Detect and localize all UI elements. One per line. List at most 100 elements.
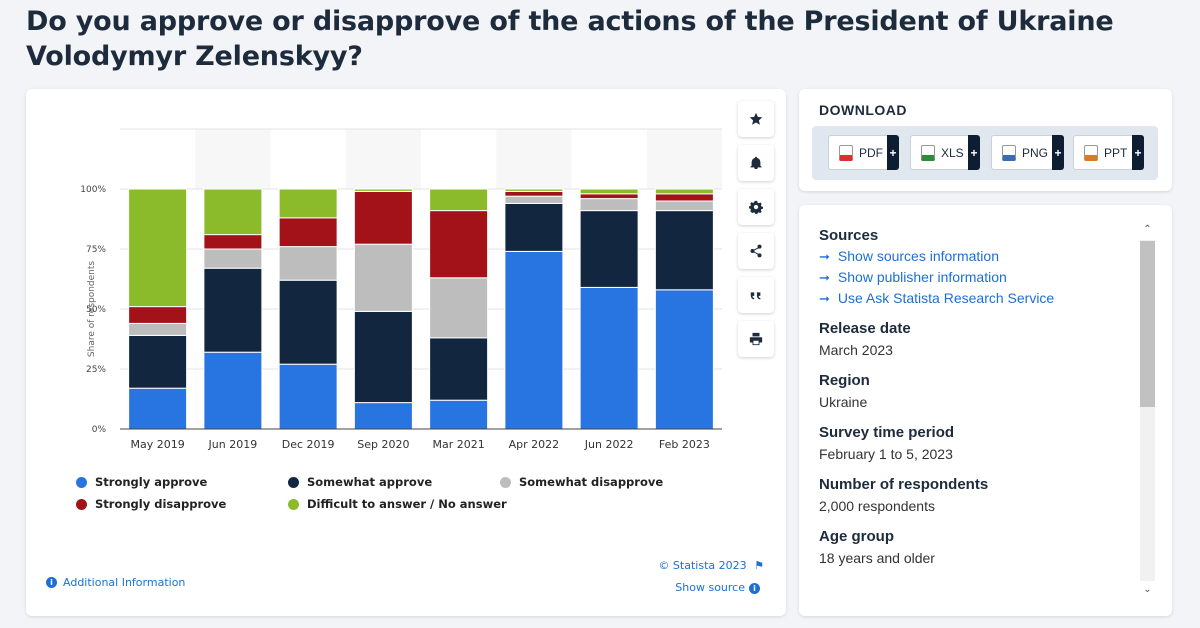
bar-segment xyxy=(429,337,489,401)
download-xls-button[interactable]: XLS + xyxy=(910,135,980,170)
bar-segment xyxy=(579,193,639,200)
print-icon[interactable] xyxy=(738,321,774,357)
y-tick-label: 100% xyxy=(80,185,106,195)
gear-icon[interactable] xyxy=(738,189,774,225)
bar-segment xyxy=(504,195,564,204)
age-group-title: Age group xyxy=(819,528,894,545)
x-tick-label: Apr 2022 xyxy=(509,438,560,451)
show-publisher-link[interactable]: ➞ Show publisher information xyxy=(819,267,1139,288)
bar-segment xyxy=(203,267,263,353)
legend-item[interactable]: Strongly disapprove xyxy=(76,497,226,511)
region-section: Region Ukraine xyxy=(819,371,1139,413)
info-icon: i xyxy=(749,582,760,594)
y-tick-label: 25% xyxy=(86,365,106,375)
bar-segment xyxy=(203,351,263,430)
show-source-link[interactable]: Show source i xyxy=(658,577,764,599)
show-sources-link[interactable]: ➞ Show sources information xyxy=(819,246,1139,267)
download-ppt-button[interactable]: PPT + xyxy=(1073,135,1144,170)
x-tick-label: Mar 2021 xyxy=(433,438,485,451)
bar-segment xyxy=(654,210,714,291)
bar-segment xyxy=(128,306,188,324)
stacked-bar-chart: 0% 25% 50% 75% 100% Share of respondents May 2… xyxy=(80,128,722,451)
column-shade xyxy=(646,129,722,189)
bell-icon[interactable] xyxy=(738,145,774,181)
age-group-value: 18 years and older xyxy=(819,550,935,566)
bar-segment xyxy=(128,188,188,308)
legend-item[interactable]: Difficult to answer / No answer xyxy=(288,497,507,511)
legend-item[interactable]: Strongly approve xyxy=(76,475,207,489)
share-icon[interactable] xyxy=(738,233,774,269)
bar-segment xyxy=(278,217,338,248)
legend-swatch xyxy=(500,476,511,488)
pdf-file-icon xyxy=(839,144,853,161)
xls-file-icon xyxy=(921,144,935,161)
bar-segment xyxy=(203,248,263,269)
legend-item[interactable]: Somewhat approve xyxy=(288,475,432,489)
info-panel: Sources ➞ Show sources information ➞ Show … xyxy=(799,205,1172,616)
y-tick-label: 50% xyxy=(86,305,106,315)
scroll-thumb[interactable] xyxy=(1140,241,1155,407)
legend-swatch xyxy=(288,498,299,510)
x-tick-label: Sep 2020 xyxy=(357,438,409,451)
plus-icon: + xyxy=(1052,135,1064,170)
info-content: Sources ➞ Show sources information ➞ Show … xyxy=(819,226,1139,579)
additional-information-link[interactable]: i Additional Information xyxy=(46,576,185,589)
bar-segment xyxy=(353,310,413,404)
flag-icon[interactable]: ⚑ xyxy=(754,559,764,572)
star-icon[interactable] xyxy=(738,101,774,137)
region-title: Region xyxy=(819,372,870,389)
download-pdf-button[interactable]: PDF + xyxy=(828,135,899,170)
y-axis-title: Share of respondents xyxy=(87,261,97,358)
bar-segment xyxy=(579,198,639,212)
bar-segment xyxy=(429,399,489,430)
survey-period-section: Survey time period February 1 to 5, 2023 xyxy=(819,423,1139,465)
bar-segment xyxy=(353,188,413,192)
bar-segment xyxy=(278,363,338,430)
plus-icon: + xyxy=(1132,135,1144,170)
respondents-section: Number of respondents 2,000 respondents xyxy=(819,475,1139,517)
scroll-up-icon[interactable]: ⌃ xyxy=(1143,224,1152,235)
copyright-text: © Statista 2023 xyxy=(658,559,747,572)
bar-segment xyxy=(504,202,564,252)
ask-statista-link[interactable]: ➞ Use Ask Statista Research Service xyxy=(819,288,1139,309)
bar-segment xyxy=(278,279,338,365)
legend-label: Somewhat disapprove xyxy=(519,475,664,489)
bar-segment xyxy=(654,289,714,430)
info-scrollbar[interactable]: ⌃ ⌄ xyxy=(1138,223,1155,598)
scroll-down-icon[interactable]: ⌄ xyxy=(1143,584,1152,595)
arrow-right-icon: ➞ xyxy=(819,291,830,306)
legend-swatch xyxy=(76,498,87,510)
bar-segment xyxy=(504,188,564,192)
column-shade xyxy=(345,129,421,189)
arrow-right-icon: ➞ xyxy=(819,270,830,285)
x-tick-label: Jun 2022 xyxy=(584,438,634,451)
bar-segment xyxy=(429,188,489,212)
bar-segment xyxy=(128,387,188,430)
region-value: Ukraine xyxy=(819,394,868,410)
release-date-title: Release date xyxy=(819,320,911,337)
legend-label: Difficult to answer / No answer xyxy=(307,497,507,511)
legend-swatch xyxy=(288,476,299,488)
survey-period-title: Survey time period xyxy=(819,424,955,441)
y-tick-label: 0% xyxy=(92,425,107,435)
bar-segment xyxy=(128,334,188,389)
quote-icon[interactable] xyxy=(738,277,774,313)
download-png-button[interactable]: PNG + xyxy=(991,135,1064,170)
chart-card: 0% 25% 50% 75% 100% Share of respondents May 2… xyxy=(26,89,786,616)
bar-segment xyxy=(504,250,564,430)
bar-segment xyxy=(429,277,489,339)
legend-item[interactable]: Somewhat disapprove xyxy=(500,475,663,489)
download-panel: DOWNLOAD PDF + XLS + PNG + PPT + xyxy=(799,89,1172,191)
bar-segment xyxy=(579,286,639,430)
x-tick-label: Jun 2019 xyxy=(208,438,258,451)
y-tick-label: 75% xyxy=(86,245,106,255)
column-shade xyxy=(496,129,572,189)
chart-toolbar xyxy=(738,101,774,365)
download-bar: PDF + XLS + PNG + PPT + xyxy=(812,126,1158,180)
bar-segment xyxy=(278,246,338,281)
bar-segment xyxy=(654,200,714,212)
info-icon: i xyxy=(46,577,57,588)
plus-icon: + xyxy=(887,135,899,170)
survey-period-value: February 1 to 5, 2023 xyxy=(819,446,953,462)
x-tick-label: Feb 2023 xyxy=(659,438,710,451)
